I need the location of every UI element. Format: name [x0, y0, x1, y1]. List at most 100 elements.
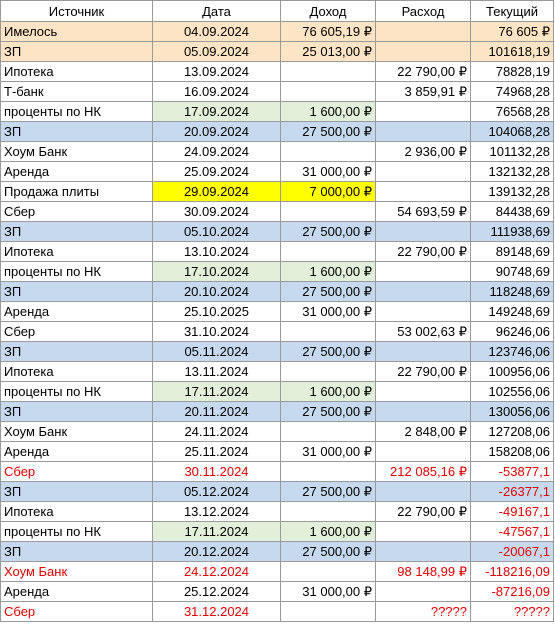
- cell-current[interactable]: 149248,69: [470, 301, 554, 322]
- cell-source[interactable]: Аренда: [0, 581, 153, 602]
- cell-source[interactable]: ЗП: [0, 41, 153, 62]
- cell-expense[interactable]: [375, 521, 471, 542]
- cell-expense[interactable]: 22 790,00 ₽: [375, 241, 471, 262]
- cell-expense[interactable]: 98 148,99 ₽: [375, 561, 471, 582]
- cell-income[interactable]: [280, 461, 376, 482]
- cell-source[interactable]: Сбер: [0, 321, 153, 342]
- cell-date[interactable]: 13.11.2024: [152, 361, 281, 382]
- cell-source[interactable]: Ипотека: [0, 361, 153, 382]
- cell-source[interactable]: Т-банк: [0, 81, 153, 102]
- cell-income[interactable]: 31 000,00 ₽: [280, 161, 376, 182]
- cell-source[interactable]: Аренда: [0, 161, 153, 182]
- cell-expense[interactable]: [375, 301, 471, 322]
- cell-source[interactable]: проценты по НК: [0, 381, 153, 402]
- cell-date[interactable]: 25.11.2024: [152, 441, 281, 462]
- cell-income[interactable]: 27 500,00 ₽: [280, 341, 376, 362]
- cell-date[interactable]: 17.09.2024: [152, 101, 281, 122]
- cell-expense[interactable]: 2 848,00 ₽: [375, 421, 471, 442]
- cell-expense[interactable]: [375, 161, 471, 182]
- cell-source[interactable]: ЗП: [0, 401, 153, 422]
- cell-income[interactable]: 76 605,19 ₽: [280, 21, 376, 42]
- cell-date[interactable]: 25.09.2024: [152, 161, 281, 182]
- cell-source[interactable]: ЗП: [0, 121, 153, 142]
- cell-income[interactable]: 27 500,00 ₽: [280, 281, 376, 302]
- cell-expense[interactable]: [375, 541, 471, 562]
- cell-expense[interactable]: 53 002,63 ₽: [375, 321, 471, 342]
- cell-source[interactable]: Сбер: [0, 601, 153, 622]
- cell-current[interactable]: 158208,06: [470, 441, 554, 462]
- cell-date[interactable]: 31.12.2024: [152, 601, 281, 622]
- cell-income[interactable]: 25 013,00 ₽: [280, 41, 376, 62]
- cell-income[interactable]: [280, 361, 376, 382]
- cell-current[interactable]: 89148,69: [470, 241, 554, 262]
- cell-date[interactable]: 30.09.2024: [152, 201, 281, 222]
- header-income[interactable]: Доход: [280, 0, 376, 22]
- cell-date[interactable]: 13.12.2024: [152, 501, 281, 522]
- cell-date[interactable]: 17.11.2024: [152, 381, 281, 402]
- cell-source[interactable]: Хоум Банк: [0, 141, 153, 162]
- cell-current[interactable]: 118248,69: [470, 281, 554, 302]
- cell-date[interactable]: 29.09.2024: [152, 181, 281, 202]
- cell-expense[interactable]: 2 936,00 ₽: [375, 141, 471, 162]
- cell-current[interactable]: 111938,69: [470, 221, 554, 242]
- cell-date[interactable]: 05.11.2024: [152, 341, 281, 362]
- cell-income[interactable]: 31 000,00 ₽: [280, 441, 376, 462]
- header-expense[interactable]: Расход: [375, 0, 471, 22]
- cell-current[interactable]: 132132,28: [470, 161, 554, 182]
- cell-source[interactable]: Аренда: [0, 301, 153, 322]
- cell-expense[interactable]: 54 693,59 ₽: [375, 201, 471, 222]
- cell-source[interactable]: Ипотека: [0, 61, 153, 82]
- cell-date[interactable]: 17.10.2024: [152, 261, 281, 282]
- cell-income[interactable]: 1 600,00 ₽: [280, 261, 376, 282]
- cell-expense[interactable]: [375, 381, 471, 402]
- cell-date[interactable]: 25.10.2025: [152, 301, 281, 322]
- cell-expense[interactable]: 22 790,00 ₽: [375, 501, 471, 522]
- cell-current[interactable]: 76568,28: [470, 101, 554, 122]
- cell-income[interactable]: [280, 321, 376, 342]
- cell-current[interactable]: 130056,06: [470, 401, 554, 422]
- cell-income[interactable]: [280, 421, 376, 442]
- cell-date[interactable]: 20.10.2024: [152, 281, 281, 302]
- cell-income[interactable]: 7 000,00 ₽: [280, 181, 376, 202]
- cell-date[interactable]: 04.09.2024: [152, 21, 281, 42]
- cell-source[interactable]: ЗП: [0, 541, 153, 562]
- cell-income[interactable]: 27 500,00 ₽: [280, 401, 376, 422]
- cell-income[interactable]: 27 500,00 ₽: [280, 121, 376, 142]
- cell-expense[interactable]: 3 859,91 ₽: [375, 81, 471, 102]
- cell-current[interactable]: 102556,06: [470, 381, 554, 402]
- cell-income[interactable]: [280, 81, 376, 102]
- cell-expense[interactable]: [375, 341, 471, 362]
- cell-date[interactable]: 13.09.2024: [152, 61, 281, 82]
- cell-source[interactable]: Продажа плиты: [0, 181, 153, 202]
- cell-current[interactable]: -20067,1: [470, 541, 554, 562]
- cell-date[interactable]: 20.12.2024: [152, 541, 281, 562]
- cell-income[interactable]: [280, 501, 376, 522]
- cell-income[interactable]: [280, 201, 376, 222]
- cell-expense[interactable]: [375, 261, 471, 282]
- cell-current[interactable]: -53877,1: [470, 461, 554, 482]
- cell-income[interactable]: 31 000,00 ₽: [280, 301, 376, 322]
- header-date[interactable]: Дата: [152, 0, 281, 22]
- cell-expense[interactable]: [375, 281, 471, 302]
- cell-source[interactable]: Сбер: [0, 461, 153, 482]
- cell-current[interactable]: 139132,28: [470, 181, 554, 202]
- cell-expense[interactable]: ?????: [375, 601, 471, 622]
- cell-expense[interactable]: [375, 121, 471, 142]
- cell-source[interactable]: Ипотека: [0, 241, 153, 262]
- cell-expense[interactable]: 212 085,16 ₽: [375, 461, 471, 482]
- cell-expense[interactable]: [375, 481, 471, 502]
- cell-source[interactable]: Ипотека: [0, 501, 153, 522]
- cell-current[interactable]: 101618,19: [470, 41, 554, 62]
- header-current[interactable]: Текущий: [470, 0, 554, 22]
- cell-income[interactable]: [280, 601, 376, 622]
- cell-date[interactable]: 20.11.2024: [152, 401, 281, 422]
- cell-date[interactable]: 30.11.2024: [152, 461, 281, 482]
- cell-current[interactable]: 127208,06: [470, 421, 554, 442]
- cell-current[interactable]: -26377,1: [470, 481, 554, 502]
- cell-date[interactable]: 24.09.2024: [152, 141, 281, 162]
- cell-expense[interactable]: [375, 221, 471, 242]
- cell-date[interactable]: 16.09.2024: [152, 81, 281, 102]
- cell-income[interactable]: [280, 141, 376, 162]
- cell-source[interactable]: Хоум Банк: [0, 421, 153, 442]
- cell-current[interactable]: 101132,28: [470, 141, 554, 162]
